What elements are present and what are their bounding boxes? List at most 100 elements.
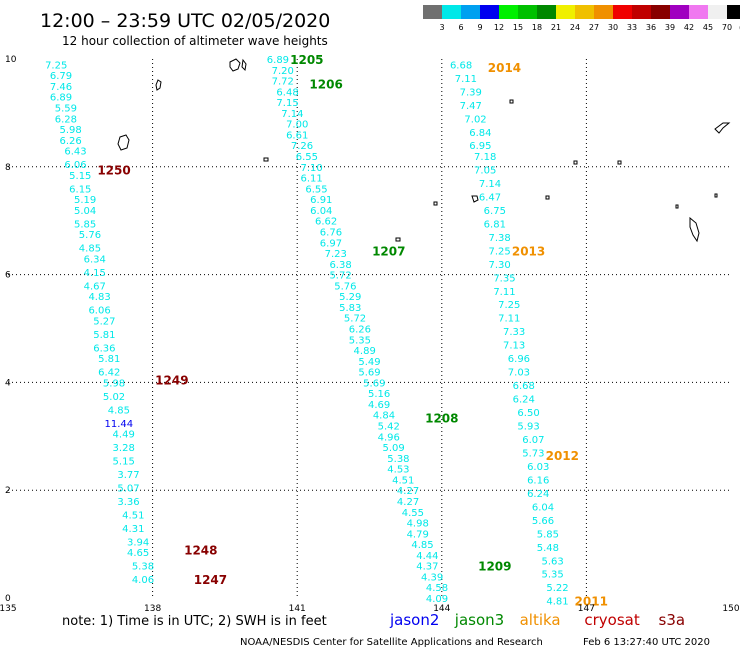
y-tick-label: 8	[5, 163, 11, 173]
wave-height-value: 6.91	[310, 195, 332, 206]
colorbar-label: 70	[722, 23, 732, 32]
wave-height-value: 4.51	[392, 475, 414, 486]
wave-height-value: 5.35	[542, 570, 564, 581]
pass-time-label: 1205	[290, 53, 323, 67]
y-tick-label: 4	[5, 378, 11, 388]
wave-height-value: 6.24	[527, 489, 549, 500]
wave-height-value: 5.02	[103, 392, 125, 403]
wave-height-value: 5.35	[349, 335, 371, 346]
wave-height-value: 5.76	[334, 281, 356, 292]
wave-height-value: 4.44	[416, 551, 438, 562]
x-tick-label: 141	[289, 604, 306, 614]
colorbar-label: 30	[608, 23, 618, 32]
colorbar-swatch	[670, 5, 689, 19]
wave-height-value: 6.84	[469, 128, 491, 139]
colorbar-label: 15	[513, 23, 523, 32]
pass-time-label: 1206	[309, 77, 342, 91]
coastline-islands	[117, 58, 731, 243]
wave-height-value: 5.27	[93, 316, 115, 327]
wave-height-value: 7.25	[45, 60, 67, 71]
grid-lines	[8, 59, 731, 598]
wave-height-value: 6.24	[513, 395, 535, 406]
wave-height-value: 4.49	[113, 430, 135, 441]
wave-height-value: 7.03	[508, 368, 530, 379]
wave-height-value: 5.69	[363, 378, 385, 389]
legend-cryosat: cryosat	[584, 611, 639, 629]
generated-timestamp: Feb 6 13:27:40 UTC 2020	[583, 637, 710, 648]
altimeter-tracks: 7.256.797.466.895.596.285.986.266.436.06…	[45, 53, 608, 609]
wave-height-value: 4.83	[88, 292, 110, 303]
wave-height-value: 6.61	[286, 130, 308, 141]
wave-height-value: 7.72	[272, 77, 294, 88]
colorbar-swatch	[556, 5, 575, 19]
wave-height-value: 5.29	[339, 292, 361, 303]
colorbar-swatch	[651, 5, 670, 19]
wave-height-value: 5.22	[546, 583, 568, 594]
wave-height-value: 6.15	[69, 184, 91, 195]
legend-jason2: jason2	[389, 611, 439, 629]
colorbar-label: 6	[458, 23, 463, 32]
wave-height-value: 6.06	[64, 160, 86, 171]
wave-height-value: 6.81	[484, 219, 506, 230]
y-tick-label: 2	[5, 486, 11, 496]
x-tick-label: 138	[144, 604, 161, 614]
credit-line: NOAA/NESDIS Center for Satellite Applica…	[240, 637, 543, 648]
x-tick-label: 135	[0, 604, 17, 614]
colorbar-label: 21	[551, 23, 561, 32]
wave-height-value: 5.81	[93, 330, 115, 341]
wave-height-value: 5.98	[60, 125, 82, 136]
colorbar-label: 9	[477, 23, 482, 32]
colorbar-label: 39	[665, 23, 675, 32]
wave-height-value: 5.83	[339, 303, 361, 314]
wave-height-value: 5.38	[387, 454, 409, 465]
wave-height-value: 11.44	[105, 419, 134, 430]
wave-height-value: 7.10	[301, 163, 323, 174]
legend-s3a: s3a	[659, 611, 686, 629]
wave-height-value: 7.33	[503, 327, 525, 338]
pass-time-label: 1209	[478, 560, 511, 574]
wave-height-value: 7.47	[460, 101, 482, 112]
colorbar-label: 27	[589, 23, 599, 32]
wave-height-value: 5.69	[358, 368, 380, 379]
wave-height-value: 5.63	[542, 556, 564, 567]
pass-time-label: 2014	[488, 61, 521, 75]
wave-height-value: 7.15	[276, 98, 298, 109]
wave-height-value: 6.48	[276, 87, 298, 98]
pass-time-label: 2013	[512, 244, 545, 258]
wave-height-value: 4.96	[378, 432, 400, 443]
pass-time-label: 1250	[97, 163, 130, 177]
wave-height-value: 7.30	[489, 260, 511, 271]
wave-height-value: 7.11	[498, 314, 520, 325]
wave-height-value: 5.98	[103, 378, 125, 389]
x-tick-label: 147	[578, 604, 595, 614]
wave-height-value: 4.98	[407, 519, 429, 530]
wave-height-value: 6.28	[55, 114, 77, 125]
wave-height-value: 5.15	[113, 457, 135, 468]
pass-time-label: 1207	[372, 244, 405, 258]
wave-height-value: 5.85	[74, 219, 96, 230]
wave-height-value: 4.69	[368, 400, 390, 411]
wave-height-value: 6.36	[93, 343, 115, 354]
y-tick-label: 0	[5, 594, 11, 604]
colorbar-label: 18	[532, 23, 542, 32]
wave-height-value: 4.27	[397, 486, 419, 497]
axes: 135 138 141 144 147 150 0 2 4 6 8 10	[0, 55, 740, 614]
wave-height-value: 7.26	[291, 141, 313, 152]
colorbar-swatch	[499, 5, 518, 19]
wave-height-value: 6.04	[310, 206, 332, 217]
colorbar-label: 36	[646, 23, 656, 32]
wave-height-value: 3.77	[117, 470, 139, 481]
wave-height-value: 7.14	[479, 179, 501, 190]
colorbar-label: 45	[703, 23, 713, 32]
wave-height-value: 6.68	[513, 381, 535, 392]
legend-jason3: jason3	[454, 611, 504, 629]
wave-height-value: 4.84	[373, 411, 395, 422]
colorbar-label: 12	[494, 23, 504, 32]
wave-height-value: 4.37	[416, 562, 438, 573]
wave-height-value: 7.00	[286, 120, 308, 131]
wave-height-value: 5.76	[79, 230, 101, 241]
wave-height-value: 7.25	[498, 300, 520, 311]
wave-height-value: 4.51	[122, 510, 144, 521]
y-tick-label: 6	[5, 271, 11, 281]
wave-height-value: 4.85	[411, 540, 433, 551]
